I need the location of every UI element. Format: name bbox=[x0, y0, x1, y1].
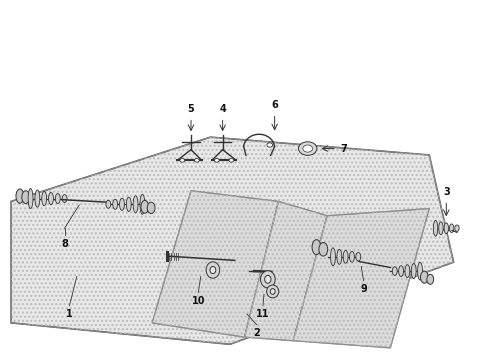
Ellipse shape bbox=[35, 190, 40, 207]
Ellipse shape bbox=[343, 250, 347, 263]
Text: 2: 2 bbox=[253, 328, 260, 338]
Ellipse shape bbox=[260, 271, 275, 288]
Ellipse shape bbox=[420, 271, 427, 283]
Ellipse shape bbox=[410, 264, 415, 279]
Circle shape bbox=[180, 158, 184, 162]
Ellipse shape bbox=[126, 197, 131, 211]
Ellipse shape bbox=[404, 265, 409, 278]
Ellipse shape bbox=[48, 193, 53, 204]
Ellipse shape bbox=[330, 248, 335, 266]
Ellipse shape bbox=[140, 194, 144, 214]
Ellipse shape bbox=[448, 224, 453, 233]
Text: 1: 1 bbox=[66, 309, 73, 319]
Ellipse shape bbox=[417, 262, 422, 280]
Ellipse shape bbox=[398, 266, 403, 276]
Ellipse shape bbox=[205, 262, 219, 278]
Ellipse shape bbox=[22, 191, 30, 203]
Text: 5: 5 bbox=[187, 104, 194, 114]
Ellipse shape bbox=[16, 189, 24, 203]
Ellipse shape bbox=[41, 192, 46, 206]
Ellipse shape bbox=[391, 267, 396, 275]
Circle shape bbox=[228, 158, 233, 162]
Ellipse shape bbox=[349, 251, 354, 262]
Circle shape bbox=[266, 143, 272, 147]
Circle shape bbox=[302, 145, 312, 152]
Text: 9: 9 bbox=[360, 284, 366, 294]
Ellipse shape bbox=[355, 252, 360, 261]
Ellipse shape bbox=[119, 198, 124, 210]
Ellipse shape bbox=[209, 266, 215, 274]
Ellipse shape bbox=[426, 274, 433, 284]
Text: 11: 11 bbox=[256, 309, 269, 319]
Ellipse shape bbox=[55, 194, 60, 203]
Ellipse shape bbox=[432, 220, 437, 236]
Ellipse shape bbox=[438, 222, 442, 235]
Ellipse shape bbox=[336, 249, 341, 264]
Ellipse shape bbox=[62, 195, 67, 203]
Ellipse shape bbox=[141, 201, 148, 213]
Text: 8: 8 bbox=[61, 239, 68, 249]
Ellipse shape bbox=[264, 275, 270, 283]
Ellipse shape bbox=[266, 285, 278, 298]
Text: 6: 6 bbox=[271, 100, 278, 110]
Text: 3: 3 bbox=[442, 187, 449, 197]
Text: 7: 7 bbox=[340, 144, 347, 154]
Ellipse shape bbox=[318, 243, 327, 256]
Ellipse shape bbox=[298, 142, 316, 156]
Polygon shape bbox=[152, 191, 278, 337]
Circle shape bbox=[194, 158, 199, 162]
Ellipse shape bbox=[454, 225, 458, 231]
Ellipse shape bbox=[133, 196, 138, 213]
Text: 10: 10 bbox=[191, 296, 204, 306]
Polygon shape bbox=[244, 202, 326, 341]
Ellipse shape bbox=[106, 201, 111, 208]
Circle shape bbox=[214, 158, 219, 162]
Ellipse shape bbox=[311, 240, 320, 255]
Polygon shape bbox=[292, 208, 428, 348]
Ellipse shape bbox=[28, 189, 33, 208]
Ellipse shape bbox=[147, 202, 155, 213]
Polygon shape bbox=[11, 137, 453, 344]
Ellipse shape bbox=[443, 223, 447, 234]
Ellipse shape bbox=[113, 199, 117, 209]
Text: 4: 4 bbox=[219, 104, 225, 114]
Ellipse shape bbox=[270, 289, 275, 294]
